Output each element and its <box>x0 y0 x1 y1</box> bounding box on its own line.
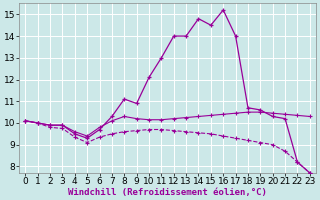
X-axis label: Windchill (Refroidissement éolien,°C): Windchill (Refroidissement éolien,°C) <box>68 188 267 197</box>
